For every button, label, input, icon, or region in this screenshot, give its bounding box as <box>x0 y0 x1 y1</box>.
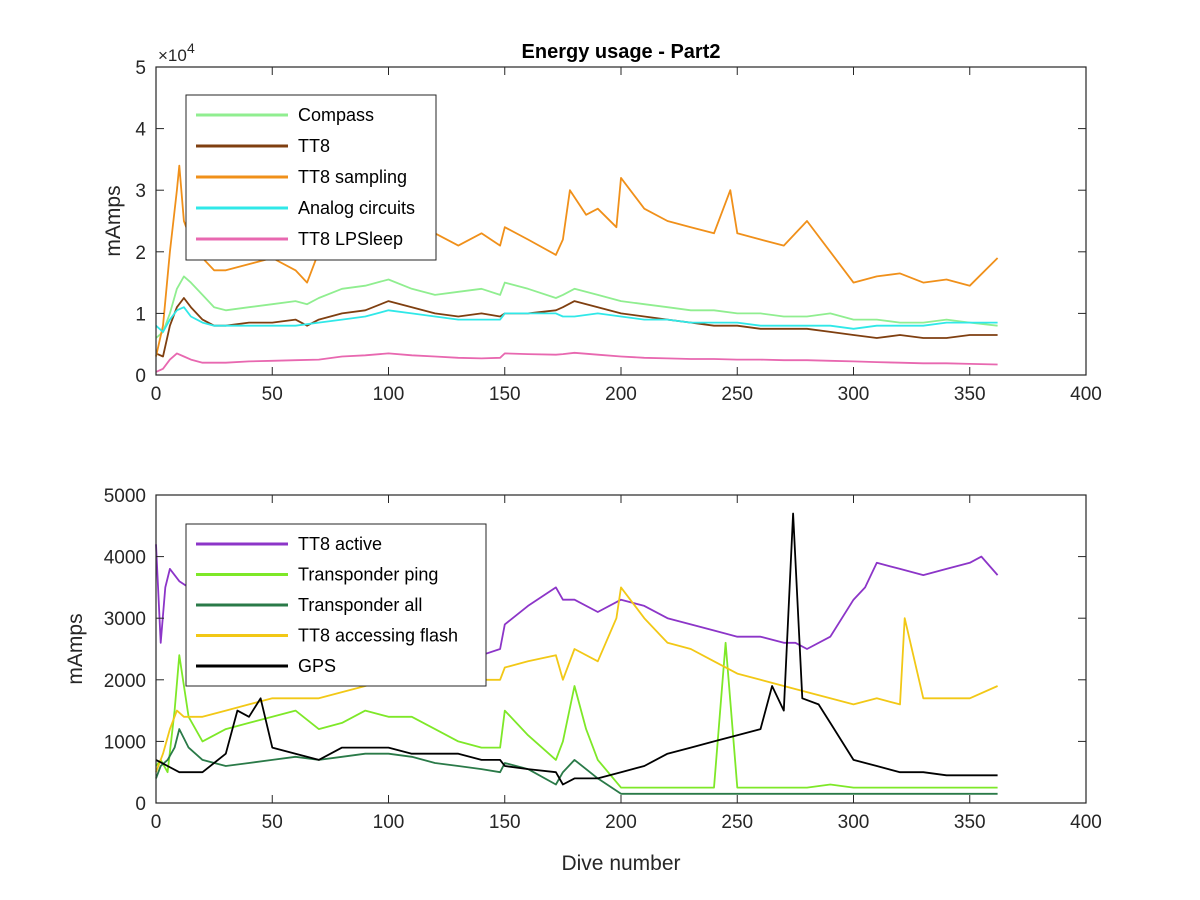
top-legend-label-2: TT8 <box>298 136 330 156</box>
top-y-tick-label-1: 1 <box>135 304 146 325</box>
top-y-axis-label: mAmps <box>102 185 125 256</box>
bottom-legend-label-2: Transponder ping <box>298 565 438 585</box>
top-x-tick-label-4: 200 <box>605 384 637 405</box>
bottom-x-tick-label-8: 400 <box>1070 812 1102 833</box>
y-exponent-base: ×10 <box>158 46 187 65</box>
bottom-x-tick-label-6: 300 <box>838 812 870 833</box>
top-x-tick-label-3: 150 <box>489 384 521 405</box>
bottom-x-tick-label-0: 0 <box>151 812 162 833</box>
bottom-series-line-5 <box>155 512 998 786</box>
top-y-axis: 0 1 2 3 4 5 <box>135 58 1086 387</box>
bottom-y-tick-label-5: 5000 <box>104 486 146 507</box>
bottom-legend-label-5: GPS <box>298 656 336 676</box>
bottom-x-tick-label-7: 350 <box>954 812 986 833</box>
bottom-y-tick-label-3: 3000 <box>104 609 146 630</box>
top-y-tick-label-5: 5 <box>135 58 146 79</box>
bottom-x-tick-label-4: 200 <box>605 812 637 833</box>
top-chart-series-group <box>155 164 999 373</box>
top-x-tick-label-5: 250 <box>721 384 753 405</box>
top-y-tick-label-3: 3 <box>135 181 146 202</box>
top-legend: Compass TT8 TT8 sampling Analog circuits TT8… <box>185 94 437 261</box>
top-series-line-3 <box>155 164 999 357</box>
bottom-legend-label-4: TT8 accessing flash <box>298 626 458 646</box>
top-legend-label-1: Compass <box>298 105 374 125</box>
top-x-tick-label-6: 300 <box>838 384 870 405</box>
top-series-line-1 <box>155 275 998 339</box>
bottom-x-axis: 0 50 100 150 200 250 300 350 400 <box>151 495 1102 833</box>
top-y-tick-label-2: 2 <box>135 243 146 264</box>
top-x-tick-label-0: 0 <box>151 384 162 405</box>
y-exponent-label: ×10 4 <box>158 40 195 65</box>
bottom-legend-label-1: TT8 active <box>298 534 382 554</box>
top-y-tick-label-4: 4 <box>135 120 146 141</box>
bottom-x-tick-label-1: 50 <box>262 812 283 833</box>
top-chart-panel: 0 50 100 150 200 250 300 350 400 0 1 2 3 4 5 Energy u… <box>102 40 1102 405</box>
top-x-axis: 0 50 100 150 200 250 300 350 400 <box>151 67 1102 405</box>
top-x-tick-label-8: 400 <box>1070 384 1102 405</box>
bottom-y-tick-label-1: 1000 <box>104 732 146 753</box>
bottom-y-axis: 0 1000 2000 3000 4000 5000 <box>104 486 1086 815</box>
top-x-tick-label-2: 100 <box>373 384 405 405</box>
bottom-legend: TT8 active Transponder ping Transponder al… <box>185 523 487 687</box>
top-x-tick-label-1: 50 <box>262 384 283 405</box>
bottom-y-axis-label: mAmps <box>64 613 87 684</box>
top-legend-label-3: TT8 sampling <box>298 167 407 187</box>
bottom-y-tick-label-2: 2000 <box>104 671 146 692</box>
bottom-series-line-4 <box>155 586 998 773</box>
top-legend-label-4: Analog circuits <box>298 198 415 218</box>
top-series-line-5 <box>155 351 998 373</box>
chart-title: Energy usage - Part2 <box>522 41 721 63</box>
top-y-tick-label-0: 0 <box>135 366 146 387</box>
top-legend-label-5: TT8 LPSleep <box>298 229 403 249</box>
bottom-y-tick-label-4: 4000 <box>104 548 146 569</box>
bottom-x-tick-label-5: 250 <box>721 812 753 833</box>
top-series-line-4 <box>155 306 998 333</box>
top-x-tick-label-7: 350 <box>954 384 986 405</box>
y-exponent-power: 4 <box>187 40 195 56</box>
bottom-x-tick-label-3: 150 <box>489 812 521 833</box>
bottom-legend-label-3: Transponder all <box>298 595 422 615</box>
bottom-y-tick-label-0: 0 <box>135 794 146 815</box>
bottom-chart-panel: 0 50 100 150 200 250 300 350 400 0 1000 2000 3000 40… <box>64 486 1102 875</box>
bottom-x-axis-label: Dive number <box>561 852 680 875</box>
bottom-x-tick-label-2: 100 <box>373 812 405 833</box>
